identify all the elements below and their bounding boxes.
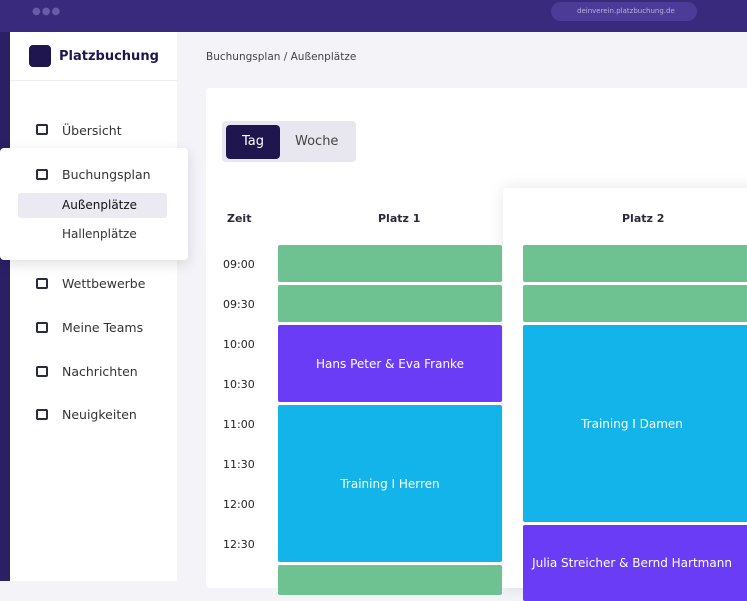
time-label: 12:00 bbox=[223, 498, 255, 511]
icon bbox=[36, 409, 48, 420]
time-label: 10:30 bbox=[223, 378, 255, 391]
divider bbox=[10, 80, 177, 81]
time-label: 10:00 bbox=[223, 338, 255, 351]
slot[interactable] bbox=[278, 285, 502, 322]
zeit-header: Zeit bbox=[227, 212, 252, 225]
left-strip bbox=[0, 32, 10, 581]
time-label: 11:00 bbox=[223, 418, 255, 431]
sidebar bbox=[10, 32, 177, 581]
toggle-tag[interactable]: Tag bbox=[226, 125, 280, 159]
slot[interactable] bbox=[523, 285, 747, 322]
booking[interactable]: Julia Streicher & Bernd Hartmann bbox=[523, 525, 747, 601]
court-header: Platz 2 bbox=[622, 212, 665, 225]
brand: Platzbuchung bbox=[59, 49, 159, 64]
slot[interactable] bbox=[523, 245, 747, 282]
nav-item[interactable]: Wettbewerbe bbox=[62, 276, 146, 291]
time-label: 09:30 bbox=[223, 298, 255, 311]
breadcrumb: Buchungsplan / Außenplätze bbox=[206, 51, 357, 63]
icon bbox=[36, 169, 48, 180]
slot[interactable] bbox=[278, 565, 502, 595]
time-label: 12:30 bbox=[223, 538, 255, 551]
nav-item[interactable]: Hallenplätze bbox=[62, 227, 137, 241]
url-pill: deinverein.platzbuchung.de bbox=[551, 2, 697, 21]
slot[interactable] bbox=[278, 245, 502, 282]
brand-logo bbox=[29, 45, 51, 67]
nav-item[interactable]: Buchungsplan bbox=[62, 167, 151, 182]
toggle-woche[interactable]: Woche bbox=[295, 134, 339, 149]
icon bbox=[36, 366, 48, 377]
booking[interactable]: Training I Damen bbox=[523, 325, 747, 522]
nav-item[interactable]: Neuigkeiten bbox=[62, 407, 137, 422]
booking[interactable]: Hans Peter & Eva Franke bbox=[278, 325, 502, 402]
nav-item[interactable]: Meine Teams bbox=[62, 320, 144, 335]
time-label: 11:30 bbox=[223, 458, 255, 471]
nav-item[interactable]: Übersicht bbox=[62, 123, 122, 138]
nav-item[interactable]: Nachrichten bbox=[62, 364, 138, 379]
booking[interactable]: Training I Herren bbox=[278, 405, 502, 562]
icon bbox=[36, 322, 48, 333]
active-bg bbox=[18, 193, 167, 218]
time-label: 09:00 bbox=[223, 258, 255, 271]
icon bbox=[36, 278, 48, 289]
court-header: Platz 1 bbox=[378, 212, 421, 225]
icon bbox=[36, 124, 48, 135]
nav-item[interactable]: Außenplätze bbox=[62, 198, 138, 212]
window-dots: ●●● bbox=[32, 6, 62, 17]
